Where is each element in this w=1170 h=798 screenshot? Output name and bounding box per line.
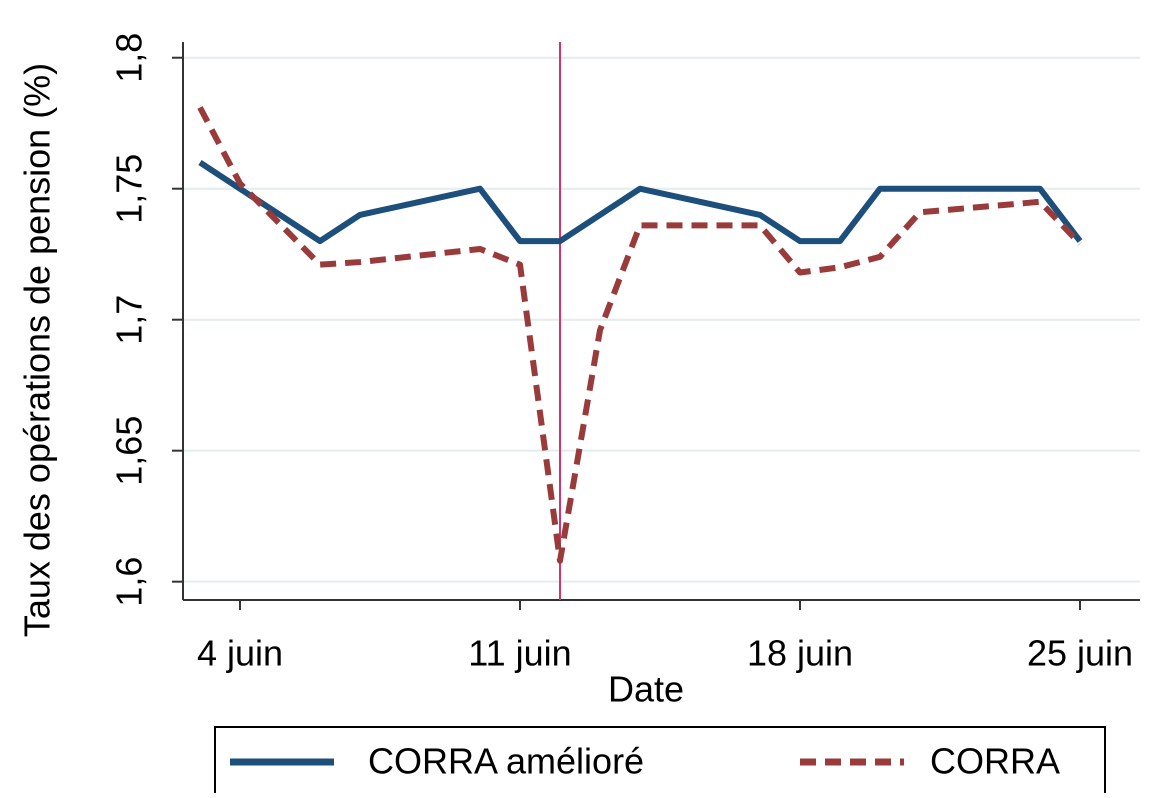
y-tick-label: 1,8 (109, 33, 150, 83)
series-line (198, 159, 1083, 245)
x-axis-title: Date (608, 669, 684, 710)
x-tick-label: 4 juin (197, 633, 283, 674)
y-axis-title: Taux des opérations de pension (%) (17, 63, 58, 637)
legend-label: CORRA (930, 741, 1060, 782)
x-tick-label: 25 juin (1027, 633, 1133, 674)
legend-box (214, 726, 1106, 798)
legend-label: CORRA amélioré (368, 741, 644, 782)
x-tick-label: 18 juin (747, 633, 853, 674)
y-tick-label: 1,65 (109, 416, 150, 486)
y-tick-label: 1,6 (109, 557, 150, 607)
y-tick-label: 1,7 (109, 295, 150, 345)
y-tick-label: 1,75 (109, 154, 150, 224)
x-tick-label: 11 juin (468, 633, 571, 674)
